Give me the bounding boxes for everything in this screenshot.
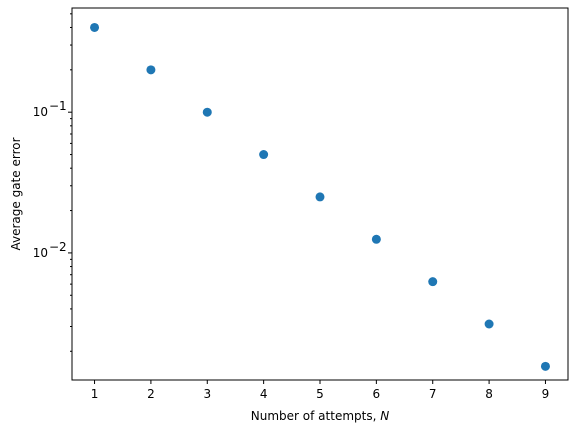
x-tick-label: 4 [260,387,268,401]
data-point [90,22,100,32]
data-point [146,65,156,75]
x-tick-label: 9 [542,387,550,401]
x-tick-label: 3 [203,387,211,401]
y-tick-label: 10 [33,246,48,260]
data-point [540,361,550,371]
x-tick-label: 6 [373,387,381,401]
y-tick-label: 10 [33,105,48,119]
x-tick-label: 5 [316,387,324,401]
data-point [484,319,494,329]
x-tick-label: 2 [147,387,155,401]
x-tick-label: 1 [91,387,99,401]
x-tick-label: 8 [485,387,493,401]
data-point [202,107,212,117]
x-axis-ticks: 1 2 3 4 5 6 7 8 9 [91,380,550,401]
data-point [259,150,269,160]
data-point [428,277,438,287]
x-axis-label: Number of attempts, N [251,409,389,423]
data-point [315,192,325,202]
x-axis-label-variable: N [380,409,389,423]
data-points [90,22,550,371]
y-tick-label-exponent: −2 [49,240,67,254]
x-axis-label-text: Number of attempts, [251,409,380,423]
y-axis-ticks: 10−210−1 [33,13,72,352]
data-point [371,234,381,244]
y-tick-label-exponent: −1 [49,99,67,113]
y-axis-label: Average gate error [9,137,23,250]
x-tick-label: 7 [429,387,437,401]
